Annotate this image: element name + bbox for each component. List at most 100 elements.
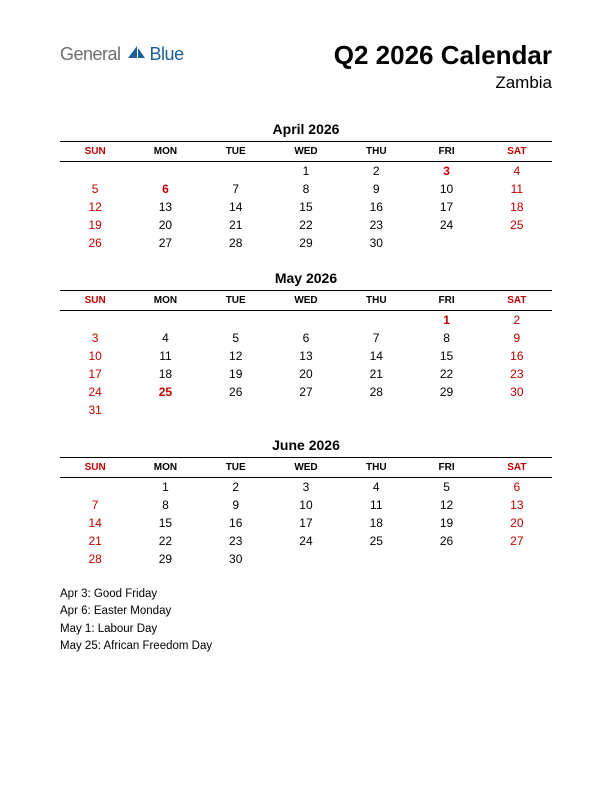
- calendar-cell: 24: [411, 216, 481, 234]
- calendar-cell: 30: [482, 383, 552, 401]
- day-header: THU: [341, 458, 411, 478]
- calendar-cell: 11: [482, 180, 552, 198]
- calendar-cell: 25: [482, 216, 552, 234]
- calendar-cell: 26: [201, 383, 271, 401]
- title-block: Q2 2026 Calendar Zambia: [334, 40, 552, 93]
- header: General Blue Q2 2026 Calendar Zambia: [60, 40, 552, 93]
- calendar-cell-empty: [130, 401, 200, 419]
- calendar-cell: 8: [130, 496, 200, 514]
- day-header: WED: [271, 291, 341, 311]
- calendar-cell: 21: [341, 365, 411, 383]
- calendar-cell-empty: [341, 401, 411, 419]
- calendar-cell: 10: [271, 496, 341, 514]
- calendar-cell: 10: [60, 347, 130, 365]
- calendar-cell: 20: [271, 365, 341, 383]
- calendar-cell: 16: [482, 347, 552, 365]
- calendar-cell: 8: [411, 329, 481, 347]
- calendar-cell: 27: [482, 532, 552, 550]
- calendar-cell: 27: [130, 234, 200, 252]
- holiday-note-line: May 1: Labour Day: [60, 621, 552, 638]
- calendar-cell: 12: [201, 347, 271, 365]
- calendar-cell: 1: [271, 162, 341, 181]
- calendar-cell-empty: [271, 550, 341, 568]
- calendar-cell: 8: [271, 180, 341, 198]
- calendar-cell-empty: [482, 234, 552, 252]
- calendar-cell: 5: [201, 329, 271, 347]
- calendar-cell: 2: [482, 311, 552, 330]
- calendar-cell: 2: [201, 478, 271, 497]
- day-header: MON: [130, 291, 200, 311]
- day-header: WED: [271, 142, 341, 162]
- calendar-cell: 9: [341, 180, 411, 198]
- calendar-cell: 6: [482, 478, 552, 497]
- day-header: FRI: [411, 291, 481, 311]
- calendar-cell: 22: [411, 365, 481, 383]
- calendar-cell-empty: [60, 162, 130, 181]
- calendar-cell: 19: [201, 365, 271, 383]
- calendar-cell: 28: [60, 550, 130, 568]
- calendar-cell: 9: [482, 329, 552, 347]
- calendar-cell: 3: [271, 478, 341, 497]
- calendar-cell: 16: [201, 514, 271, 532]
- calendar-cell: 25: [341, 532, 411, 550]
- calendar-cell: 2: [341, 162, 411, 181]
- calendar-cell: 17: [271, 514, 341, 532]
- day-header: WED: [271, 458, 341, 478]
- calendar-cell: 4: [482, 162, 552, 181]
- calendar-cell-empty: [341, 550, 411, 568]
- calendar-cell: 13: [271, 347, 341, 365]
- calendar-cell: 11: [341, 496, 411, 514]
- month-title: May 2026: [60, 270, 552, 286]
- calendar-cell: 10: [411, 180, 481, 198]
- month-block: April 2026SUNMONTUEWEDTHUFRISAT123456789…: [60, 121, 552, 252]
- logo-text-blue: Blue: [150, 44, 184, 65]
- calendar-cell: 24: [271, 532, 341, 550]
- calendar-cell-empty: [482, 550, 552, 568]
- calendar-cell: 20: [482, 514, 552, 532]
- calendar-cell: 28: [201, 234, 271, 252]
- calendar-cell: 13: [130, 198, 200, 216]
- calendar-cell: 5: [60, 180, 130, 198]
- calendar-cell: 27: [271, 383, 341, 401]
- day-header: FRI: [411, 142, 481, 162]
- logo-text-general: General: [60, 44, 121, 65]
- calendar-cell-empty: [411, 401, 481, 419]
- calendar-cell: 14: [341, 347, 411, 365]
- day-header: THU: [341, 291, 411, 311]
- calendar-cell: 31: [60, 401, 130, 419]
- calendar-cell: 18: [482, 198, 552, 216]
- calendar-cell: 4: [341, 478, 411, 497]
- day-header: TUE: [201, 142, 271, 162]
- calendar-cell: 17: [60, 365, 130, 383]
- calendar-cell-empty: [201, 162, 271, 181]
- calendar-cell: 21: [201, 216, 271, 234]
- calendar-cell: 23: [341, 216, 411, 234]
- calendar-cell: 23: [482, 365, 552, 383]
- calendar-cell-empty: [60, 311, 130, 330]
- holiday-note-line: May 25: African Freedom Day: [60, 638, 552, 655]
- calendar-cell: 14: [60, 514, 130, 532]
- calendar-cell: 28: [341, 383, 411, 401]
- logo: General Blue: [60, 44, 184, 65]
- day-header: SUN: [60, 458, 130, 478]
- calendar-cell: 5: [411, 478, 481, 497]
- calendar-cell-empty: [411, 550, 481, 568]
- calendar-table: SUNMONTUEWEDTHUFRISAT1234567891011121314…: [60, 290, 552, 419]
- calendar-cell: 4: [130, 329, 200, 347]
- calendar-cell: 1: [130, 478, 200, 497]
- calendar-cell: 15: [130, 514, 200, 532]
- month-block: June 2026SUNMONTUEWEDTHUFRISAT1234567891…: [60, 437, 552, 568]
- calendar-cell: 16: [341, 198, 411, 216]
- calendar-cell: 26: [411, 532, 481, 550]
- calendar-cell: 7: [341, 329, 411, 347]
- holiday-notes: Apr 3: Good FridayApr 6: Easter MondayMa…: [60, 586, 552, 655]
- holiday-note-line: Apr 6: Easter Monday: [60, 603, 552, 620]
- calendar-cell: 12: [60, 198, 130, 216]
- calendar-cell: 13: [482, 496, 552, 514]
- calendar-cell: 30: [201, 550, 271, 568]
- month-title: April 2026: [60, 121, 552, 137]
- calendar-cell: 7: [60, 496, 130, 514]
- calendar-cell: 15: [411, 347, 481, 365]
- calendar-cell: 18: [130, 365, 200, 383]
- calendar-cell-empty: [201, 401, 271, 419]
